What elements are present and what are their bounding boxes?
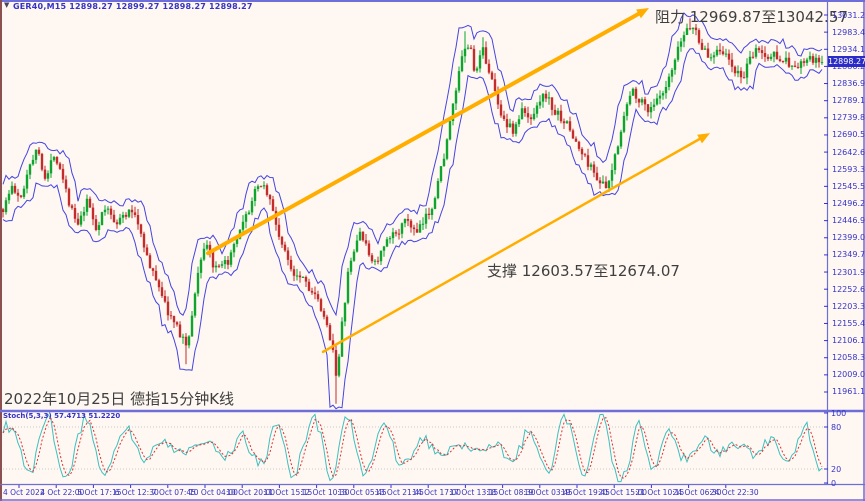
price-axis-label: 12934.10 [832, 44, 865, 54]
upper-channel-arrow[interactable] [206, 11, 641, 256]
time-axis-label: 10 Oct 04:00 [189, 488, 238, 497]
price-axis-label: 12301.90 [832, 267, 865, 277]
time-axis-label: 19 Oct 03:45 [523, 488, 573, 497]
time-axis-label: 20 Oct 15:00 [598, 488, 648, 497]
price-axis-label: 12446.90 [832, 216, 865, 226]
price-axis-label: 12836.95 [832, 79, 865, 89]
support-annotation: 支撑 12603.57至12674.07 [487, 262, 680, 280]
lower-channel-arrow-head[interactable] [697, 133, 710, 144]
indicator-axis-label: 80 [831, 423, 842, 432]
chart-caption: 2022年10月25日 德指15分钟K线 [4, 390, 235, 408]
ohlc-readout: 12898.27 12899.27 12898.27 12898.27 [69, 2, 253, 11]
stoch-d-line [2, 417, 823, 479]
band-lower-line [2, 48, 823, 410]
band-upper-line [2, 12, 823, 317]
time-axis-label: 11 Oct 15:15 [263, 488, 313, 497]
indicator-axis-label: 20 [831, 465, 842, 474]
price-axis-label: 12106.15 [832, 336, 865, 346]
price-axis-label: 12009.00 [832, 370, 865, 380]
price-axis-label: 12690.50 [832, 130, 865, 140]
time-axis-label: 24 Oct 22:30 [709, 488, 759, 497]
time-axis-label: 4 Oct 22:00 [40, 488, 85, 497]
time-axis-label: 19 Oct 19:45 [561, 488, 610, 497]
price-axis-label: 12496.20 [832, 198, 865, 208]
symbol-title: GER40,M15 12898.27 12899.27 12898.27 128… [13, 2, 253, 11]
indicator-axis-label: 0 [831, 479, 837, 488]
resistance-annotation: 阻力 12969.87至13042.57 [655, 8, 848, 26]
price-axis-label: 12058.30 [832, 353, 865, 363]
price-axis-label: 12593.35 [832, 164, 865, 174]
price-axis-label: 12739.80 [832, 113, 865, 123]
collapse-triangle-icon[interactable]: ▼ [4, 1, 10, 9]
time-axis-label: 17 Oct 13:15 [449, 488, 499, 497]
current-price-tag: 12898.27 [828, 56, 865, 68]
price-axis-label: 12983.40 [832, 27, 865, 37]
indicator-axis-label: 100 [831, 409, 847, 418]
time-axis-label: 7 Oct 07:45 [151, 488, 196, 497]
price-axis-label: 12155.45 [832, 318, 865, 328]
time-axis-label: 24 Oct 06:30 [672, 488, 722, 497]
stoch-indicator-label: Stoch(5,3,3) 57.4713 51.2220 [3, 412, 121, 420]
time-axis-label: 12 Oct 10:30 [300, 488, 350, 497]
price-axis-label: 12789.10 [832, 96, 865, 106]
upper-channel-arrow-head[interactable] [636, 8, 649, 19]
price-axis-label: 12349.75 [832, 250, 865, 260]
time-axis-label: 10 Oct 20:00 [226, 488, 276, 497]
time-axis-label: 18 Oct 08:30 [486, 488, 536, 497]
time-axis-label: 13 Oct 05:45 [337, 488, 387, 497]
price-axis-label: 12545.50 [832, 181, 865, 191]
time-axis-label: 21 Oct 10:15 [635, 488, 685, 497]
price-axis-label: 11961.15 [832, 387, 865, 397]
symbol-period-label: GER40,M15 [13, 2, 67, 11]
price-axis-label: 12203.30 [832, 301, 865, 311]
time-axis-label: 13 Oct 21:45 [375, 488, 424, 497]
stoch-k-line [2, 413, 823, 483]
price-axis-label: 12642.65 [832, 147, 865, 157]
time-axis-label: 14 Oct 17:00 [412, 488, 462, 497]
time-axis-label: 4 Oct 2022 [3, 488, 45, 497]
price-axis-label: 13031.25 [832, 10, 865, 20]
price-axis-label: 12399.05 [832, 233, 865, 243]
time-axis-label: 6 Oct 12:30 [114, 488, 159, 497]
time-axis-label: 5 Oct 17:15 [77, 488, 122, 497]
price-axis-label: 12252.60 [832, 284, 865, 294]
lower-channel-arrow[interactable] [321, 137, 701, 354]
